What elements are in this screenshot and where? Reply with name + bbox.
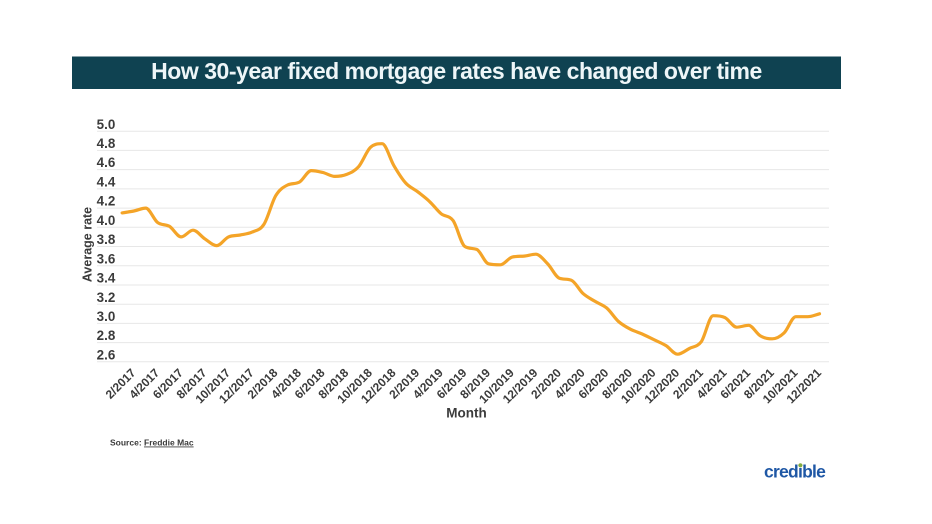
svg-text:4.0: 4.0 <box>97 213 116 228</box>
svg-text:2.8: 2.8 <box>97 328 116 343</box>
svg-text:credıble: credıble <box>764 462 826 482</box>
svg-text:3.4: 3.4 <box>97 271 116 286</box>
svg-text:3.6: 3.6 <box>97 251 116 266</box>
svg-text:Month: Month <box>446 406 486 421</box>
svg-text:2.6: 2.6 <box>97 347 116 362</box>
svg-text:Source: Freddie Mac: Source: Freddie Mac <box>110 438 194 448</box>
svg-text:Average rate: Average rate <box>81 207 95 282</box>
svg-text:How 30-year fixed mortgage rat: How 30-year fixed mortgage rates have ch… <box>151 58 762 84</box>
svg-text:4.4: 4.4 <box>97 175 116 190</box>
svg-text:3.2: 3.2 <box>97 290 116 305</box>
svg-text:3.0: 3.0 <box>97 309 116 324</box>
svg-text:4.6: 4.6 <box>97 155 116 170</box>
svg-text:4.2: 4.2 <box>97 194 116 209</box>
svg-text:5.0: 5.0 <box>97 117 116 132</box>
svg-text:4.8: 4.8 <box>97 136 116 151</box>
svg-text:3.8: 3.8 <box>97 232 116 247</box>
